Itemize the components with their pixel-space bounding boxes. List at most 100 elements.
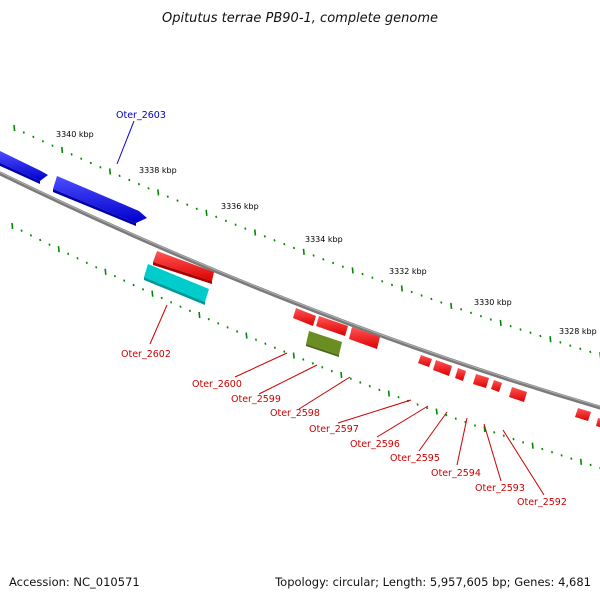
- gene-feature-oter-2602: [153, 251, 214, 284]
- scale-label: 3336 kbp: [221, 202, 259, 211]
- misc-feature: [306, 331, 342, 357]
- outer-scale-ticks: [13, 124, 600, 359]
- minor-tick: [226, 326, 229, 329]
- major-tick: [340, 371, 343, 378]
- minor-tick: [254, 338, 258, 341]
- minor-tick: [264, 342, 267, 345]
- minor-tick: [292, 246, 296, 250]
- minor-tick: [312, 254, 315, 257]
- minor-tick: [80, 157, 83, 160]
- gene-label: Oter_2600: [192, 379, 242, 390]
- major-tick: [104, 268, 107, 275]
- genome-stats-text: Topology: circular; Length: 5,957,605 bp…: [274, 575, 591, 589]
- minor-tick: [41, 140, 44, 143]
- major-tick: [198, 311, 201, 319]
- gene-label: Oter_2599: [231, 394, 281, 405]
- minor-tick: [22, 131, 25, 134]
- minor-tick: [113, 274, 116, 278]
- minor-tick: [579, 347, 582, 351]
- accession-text: Accession: NC_010571: [9, 575, 140, 589]
- major-tick: [254, 229, 257, 236]
- minor-tick: [273, 346, 276, 349]
- minor-tick: [234, 223, 237, 226]
- minor-tick: [76, 257, 79, 260]
- genome-backbone: [0, 171, 600, 410]
- forward-genes: [0, 151, 147, 226]
- map-title: Opitutus terrae PB90-1, complete genome: [162, 11, 438, 26]
- major-tick: [245, 332, 248, 339]
- minor-tick: [493, 431, 496, 434]
- minor-tick: [188, 309, 191, 313]
- minor-tick: [132, 283, 135, 287]
- scale-label: 3332 kbp: [389, 267, 427, 276]
- gene-label: Oter_2596: [350, 439, 400, 450]
- reverse-genes: [153, 251, 600, 428]
- major-tick: [157, 189, 160, 196]
- minor-tick: [176, 199, 179, 202]
- minor-tick: [390, 283, 394, 287]
- minor-tick: [179, 305, 182, 308]
- minor-tick: [529, 331, 532, 334]
- major-tick: [205, 209, 208, 216]
- minor-tick: [469, 311, 473, 315]
- minor-tick: [539, 334, 542, 338]
- minor-tick: [89, 161, 92, 165]
- minor-tick: [20, 229, 23, 232]
- scale-label: 3330 kbp: [474, 298, 512, 307]
- gene-label: Oter_2603: [116, 110, 166, 121]
- minor-tick: [522, 441, 525, 444]
- label-leaders: [116, 120, 545, 496]
- minor-tick: [283, 242, 286, 246]
- major-tick: [387, 390, 390, 397]
- minor-tick: [95, 266, 98, 269]
- minor-tick: [359, 381, 362, 384]
- minor-tick: [166, 195, 169, 198]
- minor-tick: [330, 369, 333, 373]
- minor-tick: [489, 318, 492, 321]
- minor-tick: [509, 324, 512, 328]
- minor-tick: [321, 366, 324, 369]
- scale-label: 3338 kbp: [139, 166, 177, 175]
- minor-tick: [460, 308, 463, 311]
- minor-tick: [141, 288, 145, 291]
- minor-tick: [473, 424, 477, 427]
- minor-tick: [569, 344, 572, 347]
- gene-label: Oter_2598: [270, 408, 320, 419]
- minor-tick: [39, 238, 42, 242]
- minor-tick: [32, 135, 35, 139]
- minor-tick: [361, 272, 364, 276]
- minor-tick: [128, 178, 131, 182]
- minor-tick: [29, 234, 32, 237]
- minor-tick: [381, 280, 384, 283]
- minor-tick: [215, 215, 218, 219]
- major-tick: [435, 408, 438, 415]
- inner-scale-ticks: [11, 222, 600, 470]
- minor-tick: [51, 144, 54, 147]
- minor-tick: [263, 235, 266, 238]
- minor-tick: [479, 314, 482, 318]
- minor-tick: [67, 252, 70, 256]
- minor-tick: [560, 454, 563, 457]
- minor-tick: [341, 265, 344, 268]
- gene-label: Oter_2602: [121, 349, 171, 360]
- minor-tick: [426, 406, 429, 410]
- minor-tick: [273, 239, 276, 242]
- major-tick: [11, 222, 14, 230]
- minor-tick: [70, 153, 73, 156]
- minor-tick: [440, 301, 443, 304]
- major-tick: [351, 267, 354, 274]
- major-tick: [61, 146, 64, 154]
- rna-gene: [144, 264, 209, 305]
- minor-tick: [137, 182, 140, 186]
- minor-tick: [410, 290, 413, 294]
- minor-tick: [244, 227, 247, 230]
- minor-tick: [368, 384, 371, 388]
- major-tick: [549, 336, 552, 343]
- minor-tick: [378, 388, 381, 392]
- minor-tick: [236, 330, 239, 333]
- major-tick: [302, 248, 305, 255]
- minor-tick: [48, 243, 51, 246]
- major-tick: [57, 246, 60, 253]
- scale-label: 3340 kbp: [56, 130, 94, 139]
